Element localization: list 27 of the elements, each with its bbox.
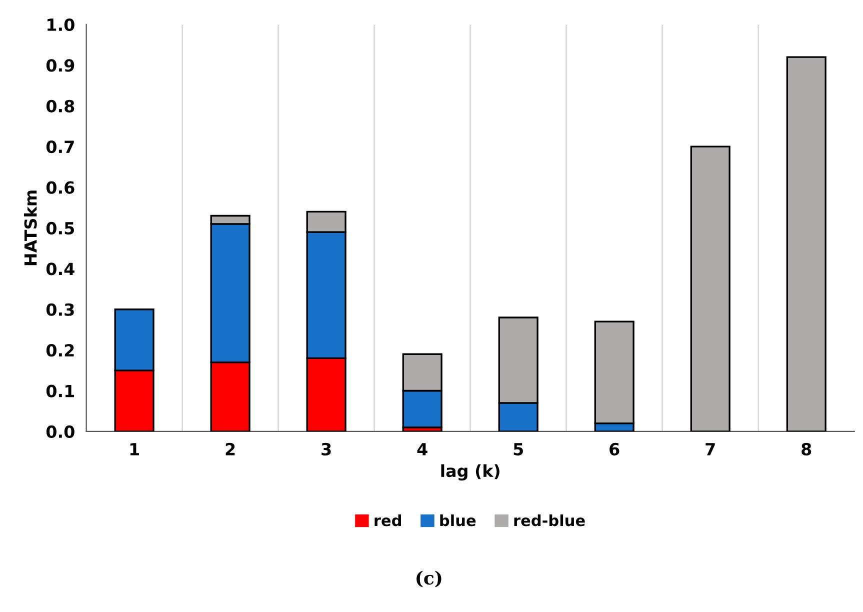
text: (c) bbox=[416, 570, 442, 588]
y-tick-label: 0.3 bbox=[46, 303, 74, 316]
x-tick-label: 5 bbox=[514, 443, 523, 456]
y-tick-label: 0.5 bbox=[46, 222, 74, 235]
y-tick-label: 0.1 bbox=[46, 384, 74, 398]
legend-label: red-blue bbox=[514, 514, 585, 526]
y-tick-label: 0.0 bbox=[46, 425, 74, 438]
y-tick-label: 1.0 bbox=[48, 18, 74, 32]
x-tick-label: 7 bbox=[706, 443, 715, 456]
x-tick-label: 4 bbox=[417, 443, 428, 456]
y-tick-label: 0.7 bbox=[46, 140, 74, 154]
legend-label: red bbox=[374, 514, 401, 526]
x-tick-label: 8 bbox=[802, 442, 812, 456]
legend-label: blue bbox=[440, 514, 476, 526]
bar bbox=[786, 56, 826, 432]
y-tick-label: 0.9 bbox=[46, 59, 74, 72]
y-tick-label: 0.8 bbox=[46, 100, 74, 112]
x-tick-label: 2 bbox=[226, 442, 235, 456]
y-tick-label: 0.4 bbox=[46, 262, 74, 276]
y-axis-title: HATSkm bbox=[24, 190, 37, 266]
x-axis-title: lag (k) bbox=[441, 464, 500, 481]
x-tick-label: 1 bbox=[130, 443, 139, 456]
bar bbox=[690, 146, 730, 432]
x-tick-label: 3 bbox=[322, 442, 331, 456]
x-tick-label: 6 bbox=[610, 442, 620, 456]
y-tick-label: 0.6 bbox=[46, 181, 74, 194]
y-tick-label: 0.2 bbox=[46, 344, 74, 357]
